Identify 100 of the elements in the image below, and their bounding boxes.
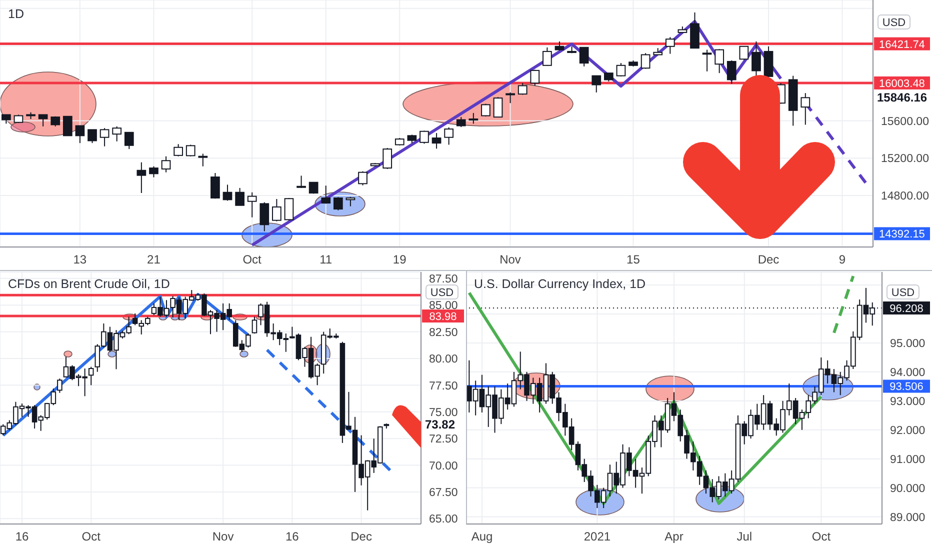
candlestick <box>247 192 257 218</box>
candlestick <box>186 144 196 157</box>
x-tick-label: Oct <box>82 530 102 544</box>
ref-line-label: 16003.48 <box>879 78 925 90</box>
candlestick <box>616 62 626 77</box>
candlestick <box>284 197 294 221</box>
y-tick-label: 91.000 <box>890 454 926 466</box>
y-tick-label: 70.00 <box>429 460 458 472</box>
candlestick <box>333 196 343 211</box>
x-tick-label: Jul <box>736 530 752 544</box>
x-tick-label: Apr <box>664 530 684 544</box>
text: USD <box>891 287 915 299</box>
y-tick-label: 14800.00 <box>881 190 929 203</box>
y-tick-label: 65.00 <box>429 514 458 526</box>
x-tick-label: Oct <box>812 530 832 544</box>
x-tick-label: Dec <box>350 530 372 544</box>
candlestick <box>252 316 258 334</box>
candlestick <box>222 184 232 202</box>
candlestick <box>62 116 72 136</box>
candlestick <box>124 132 134 150</box>
chart-title: U.S. Dollar Currency Index, 1D <box>474 277 646 291</box>
candlestick <box>260 202 270 232</box>
candlestick <box>444 126 454 146</box>
candlestick <box>592 75 602 93</box>
candlestick <box>530 69 540 86</box>
y-tick-label: 89.000 <box>890 512 926 524</box>
text: 1D <box>8 7 24 21</box>
candlestick <box>542 46 552 66</box>
y-tick-label: 92.000 <box>890 424 926 437</box>
candlestick <box>100 128 110 147</box>
y-tick-label: 87.50 <box>429 273 458 286</box>
x-tick-label: 16 <box>286 530 300 544</box>
text: 73.82 <box>425 417 456 432</box>
candlestick <box>136 162 146 194</box>
candlestick <box>468 112 478 124</box>
ref-line-label: 93.506 <box>890 381 924 394</box>
y-tick-label: 72.50 <box>429 434 458 446</box>
candlestick <box>714 48 724 74</box>
y-tick-label: 15600.00 <box>881 116 929 128</box>
candlestick <box>198 153 208 167</box>
y-tick-label: 15200.00 <box>881 153 929 166</box>
candlestick <box>702 49 712 72</box>
chart-title: CFDs on Brent Crude Oil, 1D <box>8 277 170 291</box>
candlestick <box>296 175 306 188</box>
ref-line-label: 16421.74 <box>879 38 925 51</box>
candlestick <box>346 196 356 207</box>
y-tick-label: 82.50 <box>429 326 458 339</box>
candlestick <box>88 129 97 144</box>
candlestick <box>174 144 183 157</box>
x-tick-label: 19 <box>392 252 407 267</box>
y-tick-label: 77.50 <box>429 380 458 392</box>
text: USD <box>430 287 454 299</box>
x-tick-label: Dec <box>758 252 780 267</box>
line-series <box>250 20 782 247</box>
x-tick-label: 15 <box>626 252 640 267</box>
candlestick <box>75 125 85 144</box>
y-tick-label: 85.00 <box>429 300 458 312</box>
candlestick <box>38 114 48 127</box>
candlestick <box>420 130 429 144</box>
x-tick-label: Oct <box>242 252 262 267</box>
y-tick-label: 95.000 <box>890 338 926 350</box>
x-tick-label: 21 <box>147 252 161 267</box>
candlestick <box>518 82 528 96</box>
candlestick <box>358 170 368 186</box>
y-tick-label: 90.000 <box>890 482 926 495</box>
candlestick <box>161 156 171 173</box>
x-tick-label: 13 <box>73 252 87 267</box>
candlestick <box>210 172 220 200</box>
y-tick-label: 80.00 <box>429 354 458 366</box>
candlestick <box>752 40 761 76</box>
y-tick-label: 67.50 <box>429 487 458 500</box>
candlestick <box>726 60 736 84</box>
candlestick <box>432 132 442 150</box>
candlestick <box>88 366 94 386</box>
candlestick <box>382 148 392 170</box>
candlestick <box>235 187 244 206</box>
candlestick <box>739 46 749 60</box>
candlestick <box>112 126 122 142</box>
candlestick <box>57 378 62 394</box>
x-tick-label: 9 <box>838 252 846 267</box>
line-series <box>468 291 823 505</box>
y-tick-label: 94.000 <box>890 367 926 380</box>
candlestick <box>456 116 466 128</box>
x-tick-label: 2021 <box>584 530 611 544</box>
candlestick <box>481 103 490 117</box>
line-series <box>2 292 250 437</box>
ref-line-label: 96.208 <box>890 302 924 315</box>
candlestick <box>800 92 810 126</box>
candlestick <box>665 36 675 54</box>
ref-line-label: 83.98 <box>429 310 457 323</box>
candlestick <box>640 52 650 70</box>
x-tick-label: 16 <box>15 530 29 544</box>
text: 15846.16 <box>877 90 928 105</box>
y-tick-label: 93.000 <box>890 396 926 408</box>
x-tick-label: Aug <box>471 530 493 544</box>
ref-line-label: 14392.15 <box>879 228 925 241</box>
x-tick-label: 11 <box>320 252 332 267</box>
candlestick <box>579 46 589 67</box>
candlestick <box>272 198 282 222</box>
y-tick-label: 75.00 <box>429 406 458 419</box>
